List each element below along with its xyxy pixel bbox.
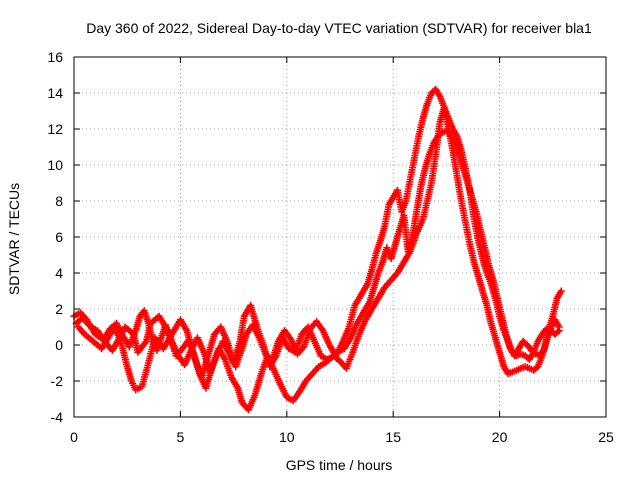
x-tick-labels: 0 5 10 15 20 25	[70, 429, 614, 445]
y-tick-label: 14	[47, 85, 63, 101]
x-tick-label: 15	[385, 429, 401, 445]
y-tick-label: 6	[55, 229, 63, 245]
series-track-b	[74, 127, 565, 414]
x-tick-label: 10	[279, 429, 295, 445]
y-axis-label: SDTVAR / TECUs	[6, 183, 22, 295]
x-tick-label: 25	[598, 429, 614, 445]
data-point	[555, 327, 563, 335]
y-tick-label: -4	[51, 409, 64, 425]
data-points	[70, 85, 565, 414]
y-tick-label: 0	[55, 337, 63, 353]
axis-ticks	[73, 56, 607, 418]
y-tick-label: 16	[47, 49, 63, 65]
x-tick-label: 20	[492, 429, 508, 445]
series-track-a	[70, 85, 563, 378]
y-tick-label: -2	[51, 373, 64, 389]
data-point	[554, 328, 562, 336]
y-tick-labels: -4 -2 0 2 4 6 8 10 12 14 16	[47, 49, 63, 425]
chart-title: Day 360 of 2022, Sidereal Day-to-day VTE…	[86, 20, 592, 36]
x-axis-label: GPS time / hours	[286, 457, 393, 473]
y-tick-label: 12	[47, 121, 63, 137]
x-tick-label: 0	[70, 429, 78, 445]
y-tick-label: 4	[55, 265, 63, 281]
x-tick-label: 5	[177, 429, 185, 445]
y-tick-label: 8	[55, 193, 63, 209]
y-tick-label: 10	[47, 157, 63, 173]
data-point	[557, 287, 565, 295]
y-tick-label: 2	[55, 301, 63, 317]
series-track-c	[72, 103, 563, 381]
